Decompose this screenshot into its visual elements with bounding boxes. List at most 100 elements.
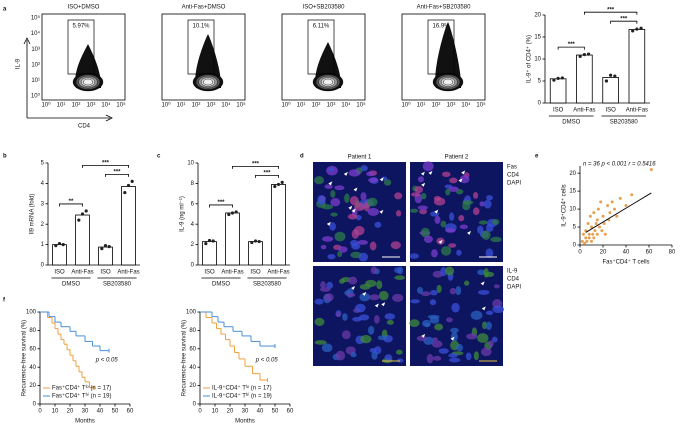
group-label: SB203580 — [610, 120, 639, 126]
y-tick-label: 4 — [191, 222, 195, 228]
cell — [369, 294, 380, 301]
arrowhead — [434, 209, 439, 214]
x-tick-label: ISO — [204, 270, 215, 276]
flow-y-label: IL-9 — [16, 58, 22, 69]
cell — [448, 243, 457, 248]
cell — [390, 241, 401, 250]
scatter-point — [590, 225, 593, 229]
arrowhead — [328, 181, 333, 186]
cell — [335, 350, 346, 361]
stain-legend: CD4 — [507, 277, 520, 283]
y-tick-label: 80 — [29, 328, 36, 334]
bar — [75, 214, 90, 266]
cell — [433, 355, 442, 361]
micrograph-column: Patient 1 — [348, 155, 372, 161]
cell — [472, 207, 480, 216]
x-tick-label: 40 — [97, 409, 104, 415]
cell — [483, 199, 492, 209]
scatter-point — [590, 239, 593, 243]
data-point — [582, 53, 586, 57]
significance-bracket — [82, 164, 129, 168]
y-tick-label: 0 — [538, 101, 542, 107]
data-point — [280, 180, 284, 184]
cell — [377, 335, 388, 341]
cell — [422, 161, 434, 172]
x-tick-label: 60 — [287, 409, 294, 415]
cell — [344, 193, 350, 203]
y-axis-label: Recurrence-free survival (%) — [22, 320, 28, 396]
flow-y-tick-label: 10⁴ — [31, 30, 41, 37]
x-tick-label: ISO — [100, 270, 111, 276]
arrowhead — [450, 336, 455, 341]
cell — [358, 314, 370, 321]
significance-label: ** — [69, 199, 74, 205]
cell — [369, 241, 377, 251]
gate-percent: 10.1% — [192, 24, 210, 30]
significance-bracket — [209, 204, 233, 208]
cell — [376, 280, 383, 290]
cell — [367, 325, 375, 335]
y-tick-label: 10 — [187, 161, 194, 167]
cell — [441, 171, 451, 178]
cell — [483, 268, 489, 278]
cell — [394, 192, 403, 200]
p-value: p < 0.05 — [95, 357, 119, 363]
cell — [445, 188, 451, 196]
data-point — [61, 243, 65, 247]
x-tick-label: 20 — [600, 250, 607, 256]
cell — [436, 284, 442, 293]
cell — [451, 302, 460, 313]
cell — [319, 287, 331, 292]
scatter-point — [630, 193, 634, 197]
cell — [342, 313, 348, 321]
x-tick-label: 0 — [198, 409, 202, 415]
arrowhead — [428, 170, 433, 175]
significance-label: *** — [113, 169, 121, 175]
bar — [121, 186, 136, 266]
y-tick-label: 5 — [538, 79, 542, 85]
x-tick-label: Anti-Fas — [71, 270, 93, 276]
data-point — [227, 212, 231, 217]
cell — [371, 351, 378, 360]
arrowhead — [343, 171, 348, 176]
cell — [431, 249, 438, 258]
cell — [409, 319, 420, 328]
data-point — [273, 184, 277, 189]
cell — [338, 246, 348, 253]
cell — [395, 210, 402, 217]
flow-x-tick-label: 10⁴ — [461, 102, 471, 109]
bar — [52, 244, 67, 266]
scatter-point — [588, 214, 592, 218]
y-tick-label: 20 — [189, 383, 196, 389]
cell — [438, 348, 449, 354]
x-tick-label: ISO — [605, 108, 616, 114]
x-tick-label: ISO — [553, 108, 564, 114]
flow-x-tick-label: 10⁵ — [476, 102, 486, 109]
cell — [481, 230, 491, 240]
data-point — [578, 54, 582, 58]
cell — [367, 197, 378, 207]
gate-percent: 5.97% — [72, 24, 90, 30]
cell — [355, 303, 366, 313]
arrowhead — [421, 182, 426, 187]
cell — [423, 235, 433, 244]
arrowhead — [374, 303, 379, 308]
cell — [317, 194, 326, 205]
y-tick-label: 2 — [41, 222, 45, 228]
flow-x-tick-label: 10¹ — [57, 103, 66, 109]
scatter-point — [592, 211, 596, 215]
group-label: DMSO — [212, 282, 230, 288]
flow-title: Anti-Fas+DMSO — [182, 5, 226, 11]
data-point — [130, 179, 134, 183]
cell — [366, 171, 374, 177]
y-tick-label: 5 — [573, 225, 577, 231]
x-tick-label: ISO — [250, 270, 261, 276]
y-tick-label: 0 — [193, 402, 197, 408]
cell — [314, 317, 325, 326]
bar — [271, 184, 286, 266]
data-point — [613, 74, 617, 78]
data-point — [204, 241, 208, 246]
stain-legend: DAPI — [507, 285, 521, 291]
cell — [409, 208, 419, 213]
